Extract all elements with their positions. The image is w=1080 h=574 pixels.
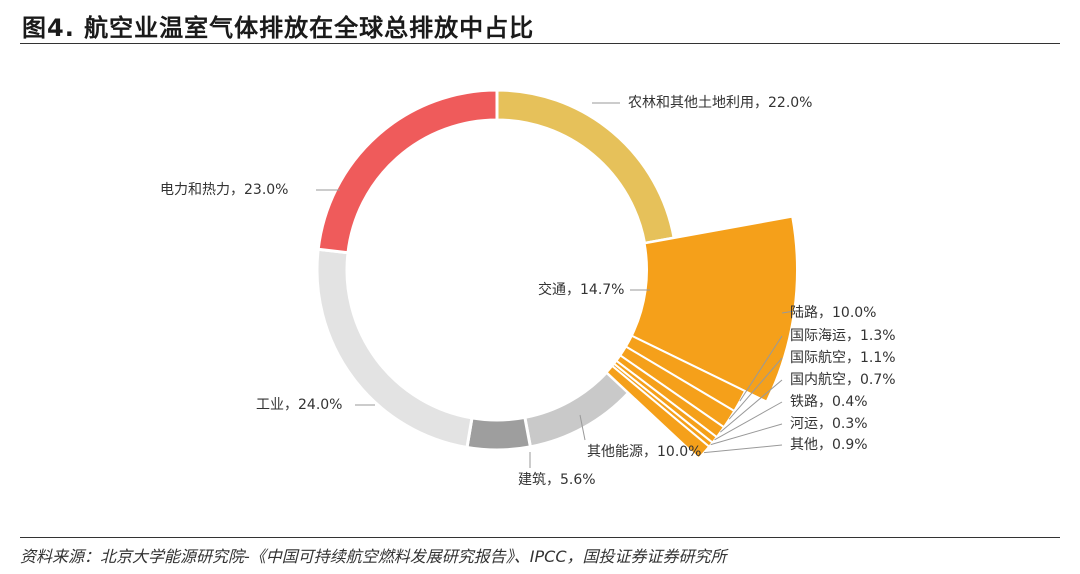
slice-label-1: 交通，14.7% — [538, 281, 624, 298]
slice-label-3: 建筑，5.6% — [518, 472, 596, 488]
leader-2 — [579, 414, 586, 441]
slice-label-0: 农林和其他土地利用，22.0% — [628, 95, 812, 111]
breakdown-label-0: 陆路，10.0% — [790, 305, 876, 321]
slice-5 — [316, 88, 499, 255]
chart-title: 图4. 航空业温室气体排放在全球总排放中占比 — [22, 14, 535, 42]
breakdown-leader-3 — [720, 379, 783, 433]
slice-0 — [495, 88, 676, 246]
breakdown-slice-6 — [605, 364, 711, 460]
source-note: 资料来源：北京大学能源研究院-《中国可持续航空燃料发展研究报告》、IPCC，国投… — [20, 547, 727, 566]
slice-label-5: 电力和热力，23.0% — [160, 182, 288, 198]
source-divider — [20, 537, 1060, 538]
breakdown-label-3: 国内航空，0.7% — [790, 372, 896, 388]
breakdown-label-4: 铁路，0.4% — [790, 394, 868, 410]
slice-label-4: 工业，24.0% — [256, 397, 342, 413]
breakdown-leader-1 — [739, 335, 783, 402]
breakdown-leader-4 — [714, 401, 783, 441]
breakdown-leader-6 — [703, 444, 783, 454]
breakdown-leader-2 — [728, 357, 783, 420]
breakdown-label-2: 国际航空，1.1% — [790, 350, 896, 366]
slice-2 — [523, 370, 631, 449]
slice-labels: 农林和其他土地利用，22.0% 交通，14.7% 其他能源，10.0% 建筑，5.6%… — [160, 95, 896, 488]
donut-chart: 农林和其他土地利用，22.0% 交通，14.7% 其他能源，10.0% 建筑，5.6%… — [160, 88, 896, 488]
slice-label-2: 其他能源，10.0% — [587, 444, 701, 460]
slice-4 — [315, 247, 474, 450]
breakdown-label-6: 其他，0.9% — [790, 437, 868, 453]
leader-lines — [316, 102, 795, 468]
breakdown-leader-5 — [710, 423, 783, 446]
title-divider — [20, 43, 1060, 44]
slice-3 — [465, 415, 533, 452]
breakdown-label-1: 国际海运，1.3% — [790, 328, 896, 344]
transport-breakdown — [605, 215, 798, 460]
breakdown-label-5: 河运，0.3% — [790, 416, 868, 432]
breakdown-leader-0 — [781, 310, 795, 314]
donut-slices — [315, 88, 679, 452]
